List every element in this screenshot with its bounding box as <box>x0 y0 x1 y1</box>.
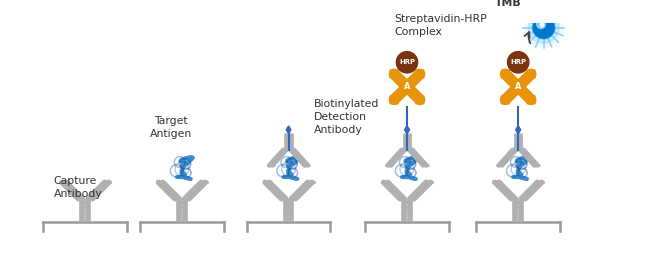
Circle shape <box>537 20 545 29</box>
Circle shape <box>512 81 524 93</box>
Circle shape <box>528 12 559 43</box>
Polygon shape <box>516 126 521 134</box>
Text: A: A <box>404 82 410 91</box>
Polygon shape <box>516 126 521 134</box>
Text: Streptavidin-HRP
Complex: Streptavidin-HRP Complex <box>395 14 487 37</box>
Text: HRP: HRP <box>399 59 415 65</box>
Polygon shape <box>527 96 535 104</box>
Polygon shape <box>390 70 398 78</box>
Polygon shape <box>390 96 398 104</box>
Circle shape <box>508 52 529 73</box>
Text: A: A <box>515 82 521 91</box>
Text: Target
Antigen: Target Antigen <box>150 116 192 139</box>
Circle shape <box>533 17 554 38</box>
Circle shape <box>532 16 555 39</box>
Polygon shape <box>405 126 410 134</box>
Polygon shape <box>416 96 424 104</box>
Circle shape <box>401 81 413 93</box>
Text: HRP: HRP <box>510 59 526 65</box>
Text: Biotinylated
Detection
Antibody: Biotinylated Detection Antibody <box>314 99 380 135</box>
Polygon shape <box>501 70 510 78</box>
Text: TMB: TMB <box>495 0 522 8</box>
Polygon shape <box>527 70 535 78</box>
Polygon shape <box>405 126 410 134</box>
Polygon shape <box>416 70 424 78</box>
Text: Capture
Antibody: Capture Antibody <box>53 176 102 199</box>
Polygon shape <box>501 96 510 104</box>
Polygon shape <box>286 126 291 134</box>
Circle shape <box>525 9 563 47</box>
Circle shape <box>396 52 418 73</box>
Circle shape <box>540 23 543 27</box>
